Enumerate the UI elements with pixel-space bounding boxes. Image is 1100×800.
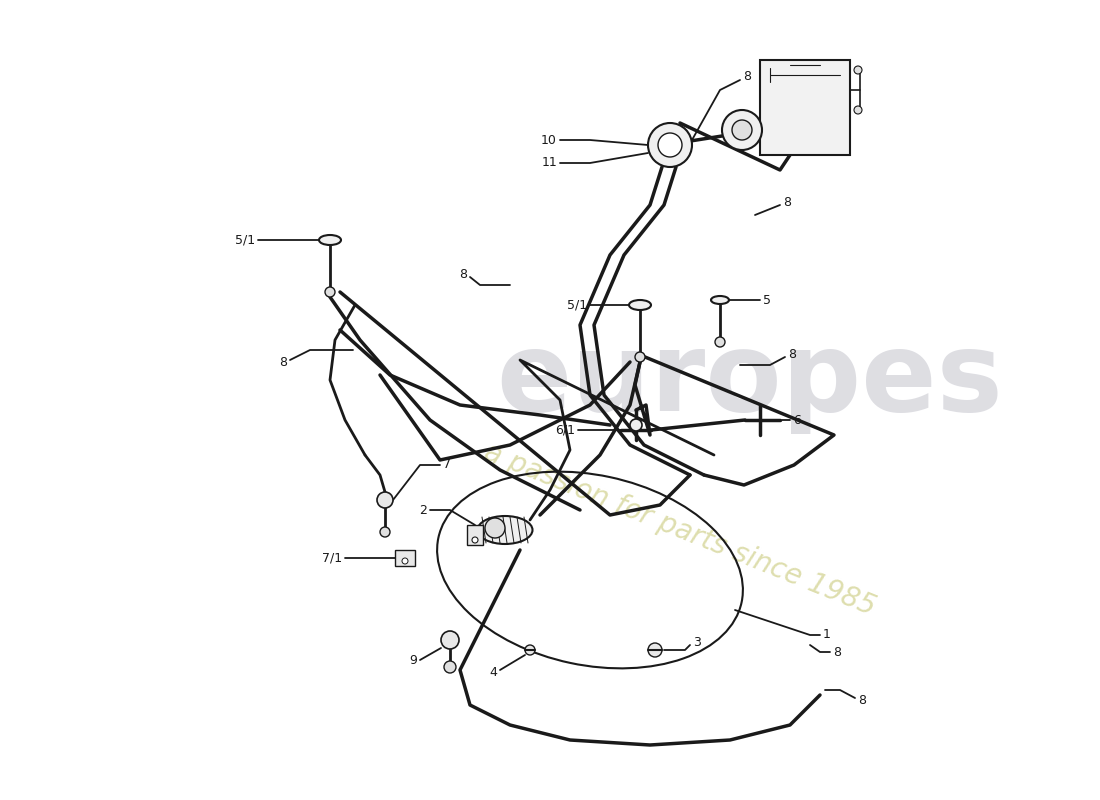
Circle shape: [379, 527, 390, 537]
Circle shape: [658, 133, 682, 157]
Circle shape: [441, 631, 459, 649]
Bar: [395, 550, 415, 566]
Text: 6: 6: [793, 414, 801, 426]
Circle shape: [630, 419, 642, 431]
Circle shape: [525, 645, 535, 655]
Circle shape: [715, 337, 725, 347]
Ellipse shape: [711, 296, 729, 304]
Text: 11: 11: [541, 157, 557, 170]
Circle shape: [324, 287, 336, 297]
Text: 8: 8: [858, 694, 866, 706]
Text: europes: europes: [496, 326, 1003, 434]
Text: 7: 7: [443, 458, 451, 471]
Text: 2: 2: [419, 503, 427, 517]
Text: 5/1: 5/1: [566, 298, 587, 311]
Bar: [468, 525, 483, 545]
Circle shape: [854, 106, 862, 114]
Text: 5/1: 5/1: [235, 234, 255, 246]
Ellipse shape: [319, 235, 341, 245]
Text: 10: 10: [541, 134, 557, 146]
Text: 8: 8: [459, 269, 468, 282]
Text: 4: 4: [490, 666, 497, 678]
Text: 8: 8: [742, 70, 751, 83]
Text: 1: 1: [823, 629, 830, 642]
Circle shape: [377, 492, 393, 508]
Circle shape: [854, 66, 862, 74]
Ellipse shape: [477, 516, 532, 544]
Text: 7/1: 7/1: [322, 551, 342, 565]
Text: 8: 8: [788, 349, 796, 362]
Bar: [760, 60, 850, 155]
Text: 8: 8: [783, 197, 791, 210]
Text: 6/1: 6/1: [556, 423, 575, 437]
Circle shape: [635, 352, 645, 362]
Circle shape: [485, 518, 505, 538]
Circle shape: [648, 123, 692, 167]
Text: 9: 9: [409, 654, 417, 666]
Ellipse shape: [629, 300, 651, 310]
Text: a passion for parts since 1985: a passion for parts since 1985: [481, 438, 880, 622]
Text: 5: 5: [763, 294, 771, 306]
Text: 3: 3: [693, 637, 701, 650]
Circle shape: [472, 537, 478, 543]
Text: 8: 8: [279, 355, 287, 369]
Text: 8: 8: [833, 646, 842, 658]
Circle shape: [648, 643, 662, 657]
Circle shape: [732, 120, 752, 140]
Circle shape: [722, 110, 762, 150]
Circle shape: [444, 661, 456, 673]
Circle shape: [402, 558, 408, 564]
